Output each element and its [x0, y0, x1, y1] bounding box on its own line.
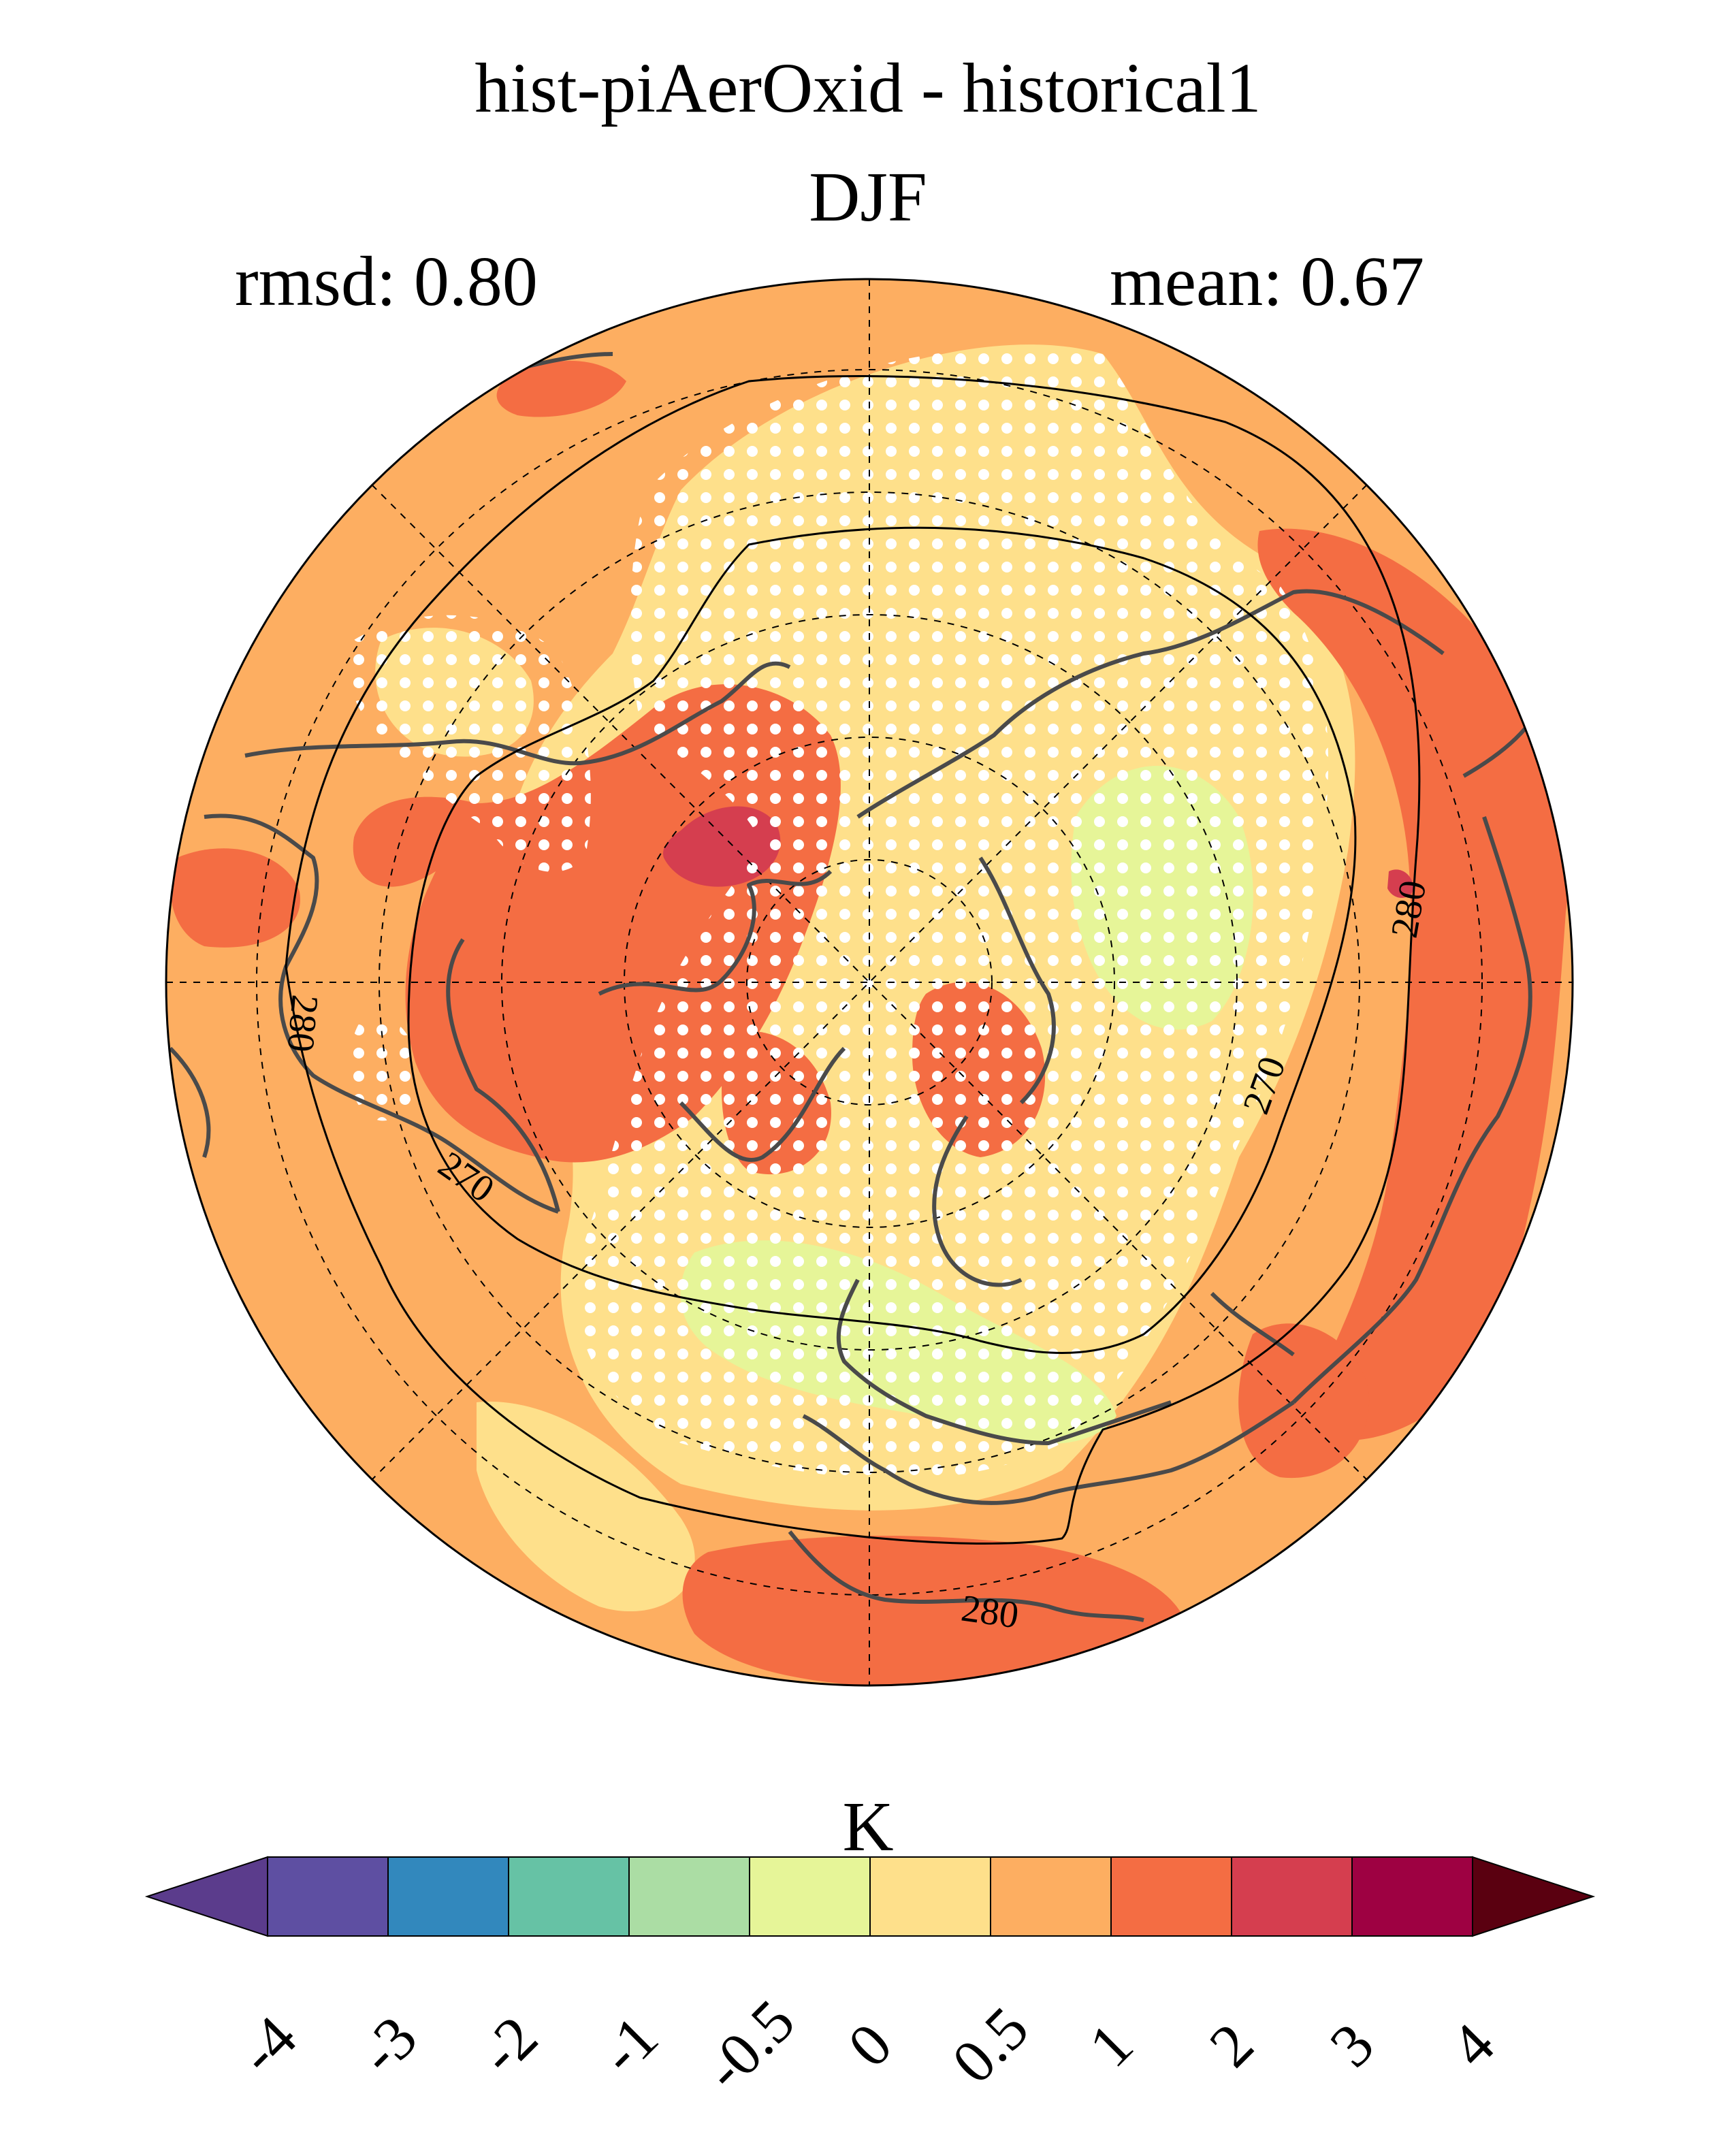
field-warm-top-left — [496, 361, 626, 417]
colorbar-swatch — [1110, 1856, 1232, 1937]
polar-map: 280 270 270 280 280 — [165, 278, 1574, 1687]
colorbar-swatch — [628, 1856, 750, 1937]
coastlines — [168, 352, 1554, 1622]
colorbar-extend-high — [1472, 1856, 1596, 1937]
field-warm-west-edge — [170, 848, 300, 948]
contour-label-280-south: 280 — [959, 1587, 1021, 1636]
colorbar-extend-low — [144, 1856, 268, 1937]
rmsd-label: rmsd: 0.80 — [235, 242, 538, 321]
colorbar-swatch — [749, 1856, 871, 1937]
field-warm-africa — [682, 1536, 1185, 1685]
colorbar-unit: K — [842, 1788, 894, 1866]
contour-label-280-east: 280 — [1383, 877, 1435, 941]
colorbar-swatch — [1231, 1856, 1353, 1937]
field-hot-east — [1387, 869, 1413, 899]
field-light-south — [477, 1402, 695, 1612]
season-label: DJF — [809, 158, 927, 236]
colorbar-swatch — [1351, 1856, 1473, 1937]
plot-title: hist-piAerOxid - historical1 — [475, 49, 1261, 127]
stippling-west — [348, 615, 591, 872]
colorbar-swatch — [869, 1856, 991, 1937]
colorbar-swatches — [144, 1856, 1596, 1937]
colorbar-swatch — [267, 1856, 389, 1937]
colorbar-swatch — [990, 1856, 1112, 1937]
graticule — [166, 279, 1573, 1685]
contour-label-280-west: 280 — [279, 993, 326, 1054]
colorbar-swatch — [387, 1856, 509, 1937]
mean-label: mean: 0.67 — [1110, 242, 1425, 321]
colorbar-swatch — [508, 1856, 630, 1937]
contours — [285, 375, 1421, 1545]
stippling-southwest — [350, 1017, 417, 1121]
map-border — [165, 278, 1574, 1687]
